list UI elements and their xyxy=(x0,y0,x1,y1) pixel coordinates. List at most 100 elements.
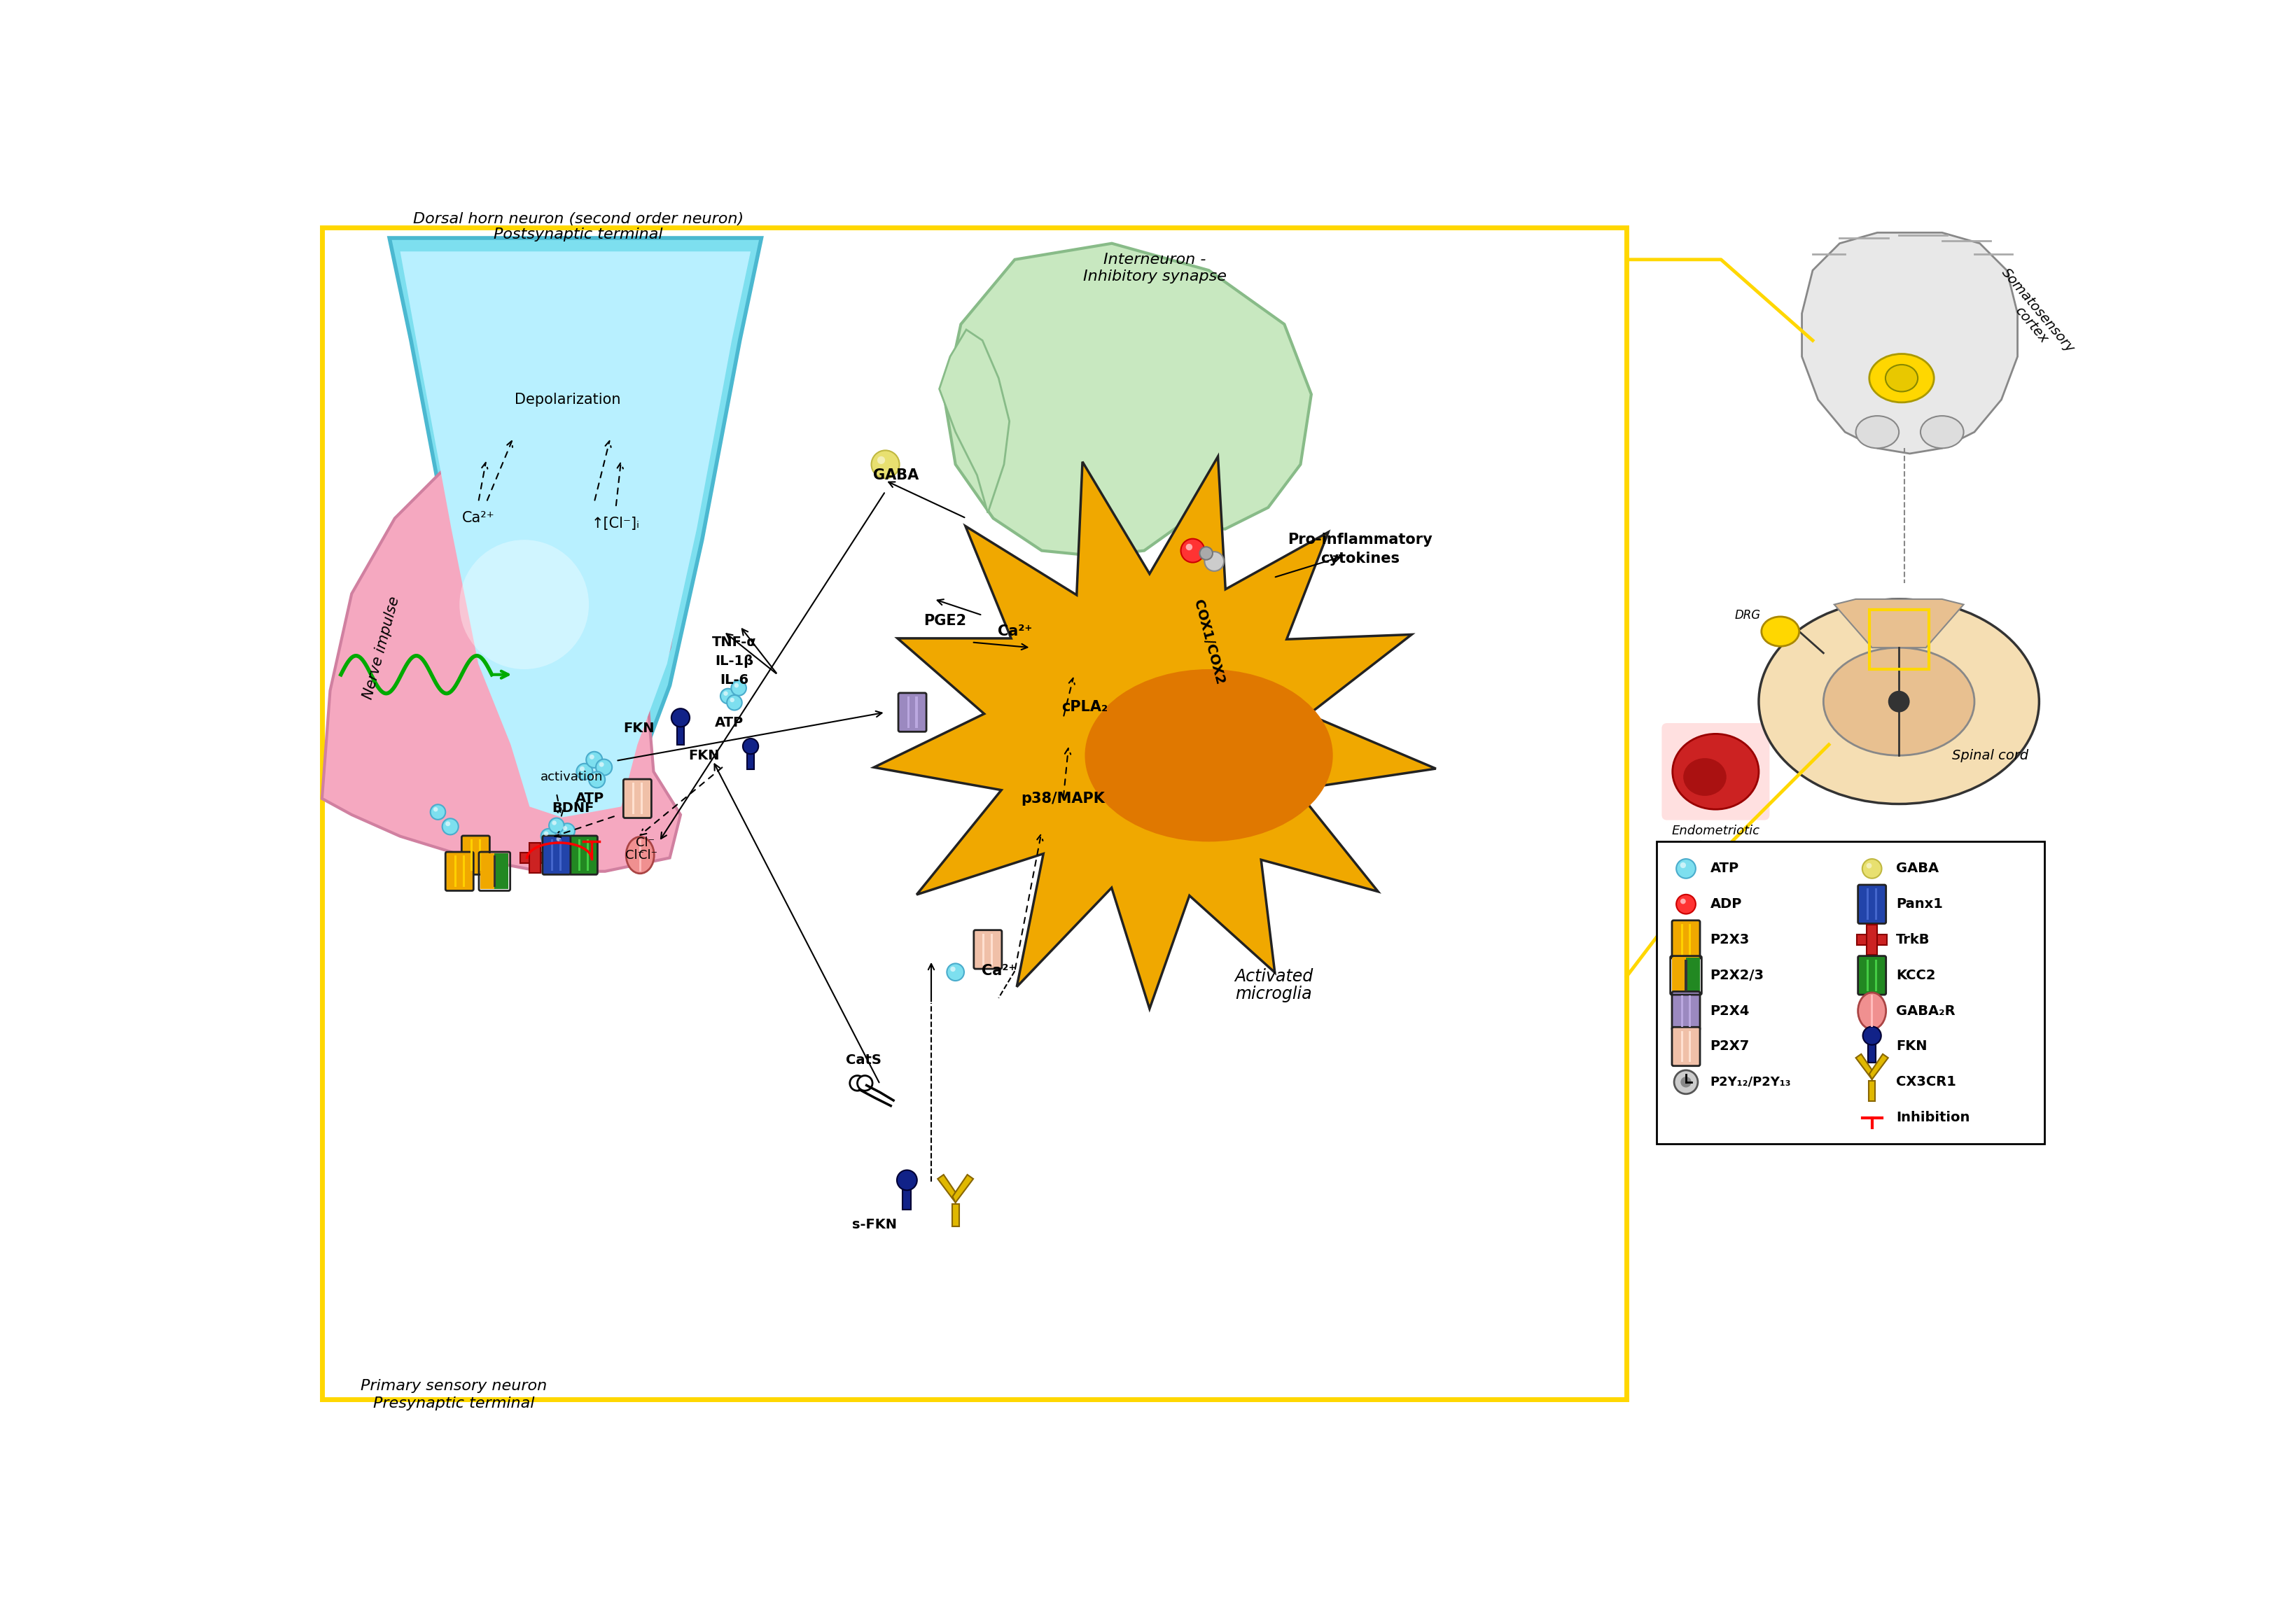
Text: Endometriotic: Endometriotic xyxy=(1672,825,1759,838)
Text: cytokines: cytokines xyxy=(1321,552,1399,565)
Text: P2X7: P2X7 xyxy=(1711,1039,1750,1052)
FancyBboxPatch shape xyxy=(1662,723,1770,820)
Circle shape xyxy=(548,818,564,833)
Circle shape xyxy=(720,689,736,703)
Circle shape xyxy=(589,755,594,760)
Text: P2Y₁₂/P2Y₁₃: P2Y₁₂/P2Y₁₃ xyxy=(1711,1075,1791,1088)
Text: Interneuron -: Interneuron - xyxy=(1103,253,1206,266)
Text: ATP: ATP xyxy=(576,793,605,806)
Circle shape xyxy=(949,966,956,971)
Text: p38/MAPK: p38/MAPK xyxy=(1020,791,1105,806)
FancyBboxPatch shape xyxy=(1857,957,1885,996)
Text: Primary sensory neuron: Primary sensory neuron xyxy=(360,1379,548,1393)
Text: Somatosensory: Somatosensory xyxy=(1999,266,2077,356)
Text: Cl⁻: Cl⁻ xyxy=(640,849,658,861)
Circle shape xyxy=(1676,859,1697,879)
Circle shape xyxy=(878,456,885,464)
Polygon shape xyxy=(945,244,1312,555)
Circle shape xyxy=(541,828,555,844)
Text: IL-6: IL-6 xyxy=(720,674,750,687)
Text: cortex: cortex xyxy=(2013,304,2050,346)
Bar xyxy=(952,1203,958,1226)
Text: lesion: lesion xyxy=(1697,841,1734,853)
Text: GABA: GABA xyxy=(1896,862,1940,875)
FancyBboxPatch shape xyxy=(482,854,495,888)
Text: ATP: ATP xyxy=(1711,862,1738,875)
Text: microglia: microglia xyxy=(1236,986,1312,1002)
FancyBboxPatch shape xyxy=(1672,992,1699,1030)
Text: ↑[Cl⁻]ᵢ: ↑[Cl⁻]ᵢ xyxy=(592,516,640,531)
Circle shape xyxy=(947,963,963,981)
Bar xyxy=(1869,1039,1876,1062)
Text: FKN: FKN xyxy=(624,721,654,736)
Text: P2X2/3: P2X2/3 xyxy=(1711,968,1763,983)
FancyBboxPatch shape xyxy=(495,854,509,888)
Circle shape xyxy=(672,708,690,728)
Circle shape xyxy=(557,836,562,841)
FancyBboxPatch shape xyxy=(975,931,1002,970)
Bar xyxy=(903,1186,910,1210)
Ellipse shape xyxy=(1759,599,2038,804)
Ellipse shape xyxy=(626,836,654,874)
Circle shape xyxy=(580,767,585,771)
Circle shape xyxy=(1862,1026,1880,1044)
Ellipse shape xyxy=(1922,416,1963,448)
Text: KCC2: KCC2 xyxy=(1896,968,1935,983)
Text: ATP: ATP xyxy=(715,716,743,729)
Circle shape xyxy=(431,804,445,820)
Bar xyxy=(676,723,683,745)
Circle shape xyxy=(592,775,596,780)
Bar xyxy=(1867,924,1878,955)
Bar xyxy=(748,750,754,770)
Circle shape xyxy=(858,1075,871,1091)
Circle shape xyxy=(1199,547,1213,560)
Text: PGE2: PGE2 xyxy=(924,614,965,628)
Circle shape xyxy=(851,1075,864,1091)
Circle shape xyxy=(722,692,727,695)
Text: activation: activation xyxy=(541,771,603,783)
FancyBboxPatch shape xyxy=(1656,841,2045,1143)
Text: DRG: DRG xyxy=(1736,609,1761,622)
Circle shape xyxy=(433,807,438,812)
FancyBboxPatch shape xyxy=(1857,885,1885,924)
Polygon shape xyxy=(1834,599,1963,648)
Circle shape xyxy=(543,831,548,836)
Text: TrkB: TrkB xyxy=(1896,934,1931,947)
Circle shape xyxy=(1204,552,1224,572)
Circle shape xyxy=(731,680,745,695)
Ellipse shape xyxy=(1672,734,1759,809)
Text: Ca²⁺: Ca²⁺ xyxy=(461,512,495,525)
Text: Nerve impulse: Nerve impulse xyxy=(360,594,401,700)
Circle shape xyxy=(1185,544,1192,551)
Polygon shape xyxy=(321,421,681,872)
Ellipse shape xyxy=(1869,354,1933,403)
Circle shape xyxy=(598,762,603,767)
Circle shape xyxy=(734,684,738,687)
Text: Depolarization: Depolarization xyxy=(514,393,621,406)
Text: COX1/COX2: COX1/COX2 xyxy=(1190,598,1227,687)
Text: Cl⁻: Cl⁻ xyxy=(635,836,656,849)
Text: Ca²⁺: Ca²⁺ xyxy=(997,625,1032,638)
Text: Postsynaptic terminal: Postsynaptic terminal xyxy=(493,227,663,242)
Ellipse shape xyxy=(1855,416,1899,448)
Circle shape xyxy=(1676,895,1697,914)
Bar xyxy=(1869,1080,1876,1101)
Text: CX3CR1: CX3CR1 xyxy=(1896,1075,1956,1088)
Text: cPLA₂: cPLA₂ xyxy=(1062,700,1108,715)
Ellipse shape xyxy=(1085,669,1332,841)
Text: ADP: ADP xyxy=(1711,898,1743,911)
Polygon shape xyxy=(401,252,750,817)
Circle shape xyxy=(1862,859,1883,879)
Polygon shape xyxy=(390,239,761,836)
Text: Spinal cord: Spinal cord xyxy=(1951,749,2029,762)
FancyBboxPatch shape xyxy=(1685,958,1699,994)
Text: TNF-α: TNF-α xyxy=(713,635,757,650)
Polygon shape xyxy=(938,1174,958,1202)
FancyBboxPatch shape xyxy=(899,693,926,732)
Text: Panx1: Panx1 xyxy=(1896,898,1942,911)
Circle shape xyxy=(1681,1077,1692,1088)
Text: s-FKN: s-FKN xyxy=(853,1218,897,1231)
Text: Presynaptic terminal: Presynaptic terminal xyxy=(374,1397,534,1410)
Text: P2X4: P2X4 xyxy=(1711,1004,1750,1018)
Circle shape xyxy=(553,820,557,825)
